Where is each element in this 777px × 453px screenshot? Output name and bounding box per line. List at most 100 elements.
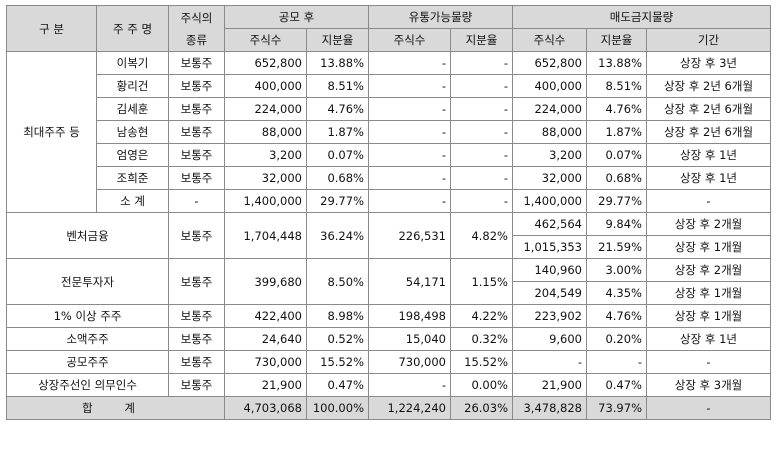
- lockup-ratio-cell: 29.77%: [586, 189, 647, 213]
- holder-name: 이복기: [96, 51, 169, 75]
- lockup-shares-cell: -: [512, 350, 587, 374]
- group-label: 1% 이상 주주: [6, 304, 169, 328]
- lockup-shares-cell: 140,960: [512, 258, 587, 282]
- table-row: 김세훈 보통주 224,000 4.76% - - 224,000 4.76% …: [7, 97, 771, 121]
- stock-type: 보통주: [168, 74, 225, 98]
- lockup-period-cell: 상장 후 2개월: [646, 258, 771, 282]
- header-ratio: 지분율: [306, 28, 369, 52]
- tradable-ratio-cell: -: [450, 166, 513, 190]
- stock-type: 보통주: [168, 143, 225, 167]
- lockup-ratio-cell: -: [586, 350, 647, 374]
- tradable-ratio-cell: -: [450, 120, 513, 144]
- lockup-ratio-cell: 0.68%: [586, 166, 647, 190]
- header-stock-type-line1: 주식의: [180, 10, 213, 25]
- shares-cell: 399,680: [224, 258, 307, 305]
- tradable-shares-cell: -: [368, 120, 451, 144]
- shares-cell: 400,000: [224, 74, 307, 98]
- lockup-ratio-cell: 0.20%: [586, 327, 647, 351]
- header-ratio: 지분율: [586, 28, 647, 52]
- tradable-ratio-cell: 4.22%: [450, 304, 513, 328]
- stock-type: 보통주: [168, 51, 225, 75]
- tradable-shares-cell: 54,171: [368, 258, 451, 305]
- lockup-table-container: 구 분 주 주 명 주식의 종류 공모 후 유통가능물량 매도금지물량 주식수 …: [6, 5, 771, 420]
- shares-cell: 1,400,000: [224, 189, 307, 213]
- shares-cell: 422,400: [224, 304, 307, 328]
- lockup-shares-cell: 204,549: [512, 281, 587, 305]
- header-stock-type-line2: 종류: [185, 32, 208, 47]
- table-row: 벤처금융 보통주 1,704,448 36.24% 226,531 4.82% …: [6, 212, 771, 259]
- shares-cell: 1,704,448: [224, 212, 307, 259]
- lockup-shares-cell: 9,600: [512, 327, 587, 351]
- shares-cell: 32,000: [224, 166, 307, 190]
- lockup-period-cell: 상장 후 3개월: [646, 373, 771, 397]
- holder-name: 조희준: [96, 166, 169, 190]
- lockup-ratio-cell: 0.47%: [586, 373, 647, 397]
- lockup-period-cell: 상장 후 2년 6개월: [646, 120, 771, 144]
- tradable-ratio-cell: -: [450, 74, 513, 98]
- shares-cell: 3,200: [224, 143, 307, 167]
- lockup-shares-cell: 88,000: [512, 120, 587, 144]
- shares-cell: 24,640: [224, 327, 307, 351]
- table-row: 1,015,353 21.59% 상장 후 1개월: [7, 235, 771, 259]
- subtotal-label: 소 계: [96, 189, 169, 213]
- tradable-ratio-cell: 26.03%: [450, 396, 513, 420]
- lockup-ratio-cell: 73.97%: [586, 396, 647, 420]
- tradable-shares-cell: 226,531: [368, 212, 451, 259]
- table-row: 최대주주 등 이복기 보통주 652,800 13.88% - - 652,80…: [6, 51, 771, 213]
- lockup-period-cell: 상장 후 2년 6개월: [646, 97, 771, 121]
- lockup-shares-cell: 652,800: [512, 51, 587, 75]
- stock-type: 보통주: [168, 120, 225, 144]
- lockup-shares-cell: 462,564: [512, 212, 587, 236]
- lockup-period-cell: 상장 후 3년: [646, 51, 771, 75]
- tradable-shares-cell: -: [368, 189, 451, 213]
- group-label: 상장주선인 의무인수: [6, 373, 169, 397]
- shares-cell: 88,000: [224, 120, 307, 144]
- tradable-ratio-cell: 0.00%: [450, 373, 513, 397]
- ratio-cell: 0.52%: [306, 327, 369, 351]
- ratio-cell: 29.77%: [306, 189, 369, 213]
- holder-name: 김세훈: [96, 97, 169, 121]
- group-label-professional: 전문투자자: [6, 258, 169, 305]
- ratio-cell: 1.87%: [306, 120, 369, 144]
- ratio-cell: 100.00%: [306, 396, 369, 420]
- tradable-ratio-cell: 15.52%: [450, 350, 513, 374]
- tradable-shares-cell: -: [368, 143, 451, 167]
- ratio-cell: 4.76%: [306, 97, 369, 121]
- lockup-period-cell: -: [646, 396, 771, 420]
- table-row: 조희준 보통주 32,000 0.68% - - 32,000 0.68% 상장…: [7, 166, 771, 190]
- header-lockup: 매도금지물량: [512, 5, 771, 29]
- tradable-ratio-cell: 4.82%: [450, 212, 513, 259]
- lockup-period-cell: -: [646, 350, 771, 374]
- tradable-shares-cell: -: [368, 166, 451, 190]
- tradable-shares-cell: -: [368, 51, 451, 75]
- ratio-cell: 8.50%: [306, 258, 369, 305]
- tradable-shares-cell: -: [368, 97, 451, 121]
- shares-cell: 730,000: [224, 350, 307, 374]
- header-stock-type: 주식의 종류: [168, 5, 225, 52]
- header-shares: 주식수: [224, 28, 307, 52]
- tradable-ratio-cell: -: [450, 189, 513, 213]
- lockup-shares-cell: 1,400,000: [512, 189, 587, 213]
- shares-cell: 652,800: [224, 51, 307, 75]
- header-after-offering: 공모 후: [224, 5, 369, 29]
- group-label: 공모주주: [6, 350, 169, 374]
- lockup-shares-cell: 400,000: [512, 74, 587, 98]
- lockup-period-cell: 상장 후 2개월: [646, 212, 771, 236]
- stock-type: 보통주: [168, 327, 225, 351]
- tradable-shares-cell: 1,224,240: [368, 396, 451, 420]
- ratio-cell: 8.51%: [306, 74, 369, 98]
- ratio-cell: 36.24%: [306, 212, 369, 259]
- lockup-ratio-cell: 8.51%: [586, 74, 647, 98]
- tradable-shares-cell: -: [368, 373, 451, 397]
- lockup-ratio-cell: 13.88%: [586, 51, 647, 75]
- table-row: 1% 이상 주주 보통주 422,400 8.98% 198,498 4.22%…: [6, 304, 771, 328]
- shares-cell: 21,900: [224, 373, 307, 397]
- header-category: 구 분: [6, 5, 97, 52]
- ratio-cell: 0.07%: [306, 143, 369, 167]
- table-row: 소액주주 보통주 24,640 0.52% 15,040 0.32% 9,600…: [6, 327, 771, 351]
- lockup-ratio-cell: 1.87%: [586, 120, 647, 144]
- ratio-cell: 8.98%: [306, 304, 369, 328]
- ratio-cell: 0.68%: [306, 166, 369, 190]
- lockup-shares-cell: 3,478,828: [512, 396, 587, 420]
- group-label: 소액주주: [6, 327, 169, 351]
